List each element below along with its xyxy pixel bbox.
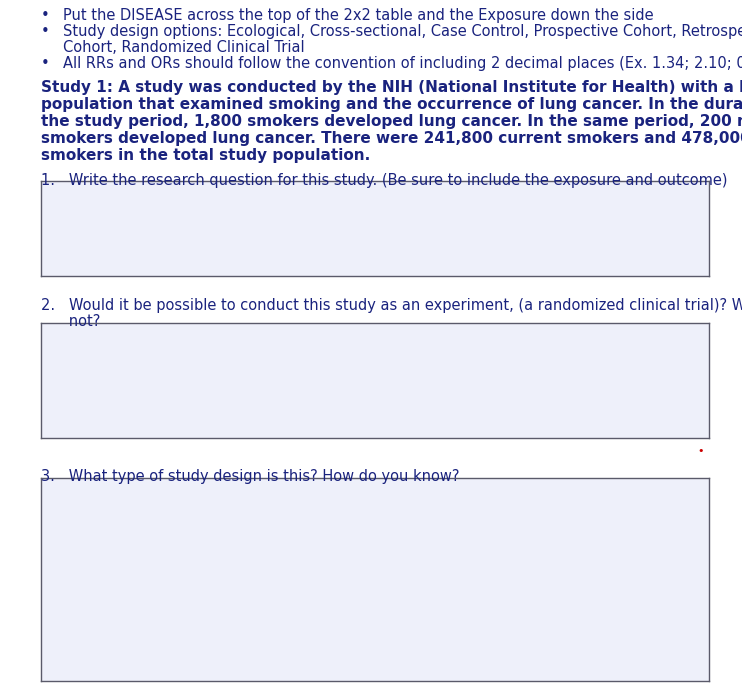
Text: smokers in the total study population.: smokers in the total study population. — [41, 148, 370, 163]
Text: not?: not? — [41, 314, 100, 329]
Text: 3.   What type of study design is this? How do you know?: 3. What type of study design is this? Ho… — [41, 469, 459, 484]
Text: •: • — [41, 24, 50, 39]
Text: 2.   Would it be possible to conduct this study as an experiment, (a randomized : 2. Would it be possible to conduct this … — [41, 299, 742, 314]
Text: Study design options: Ecological, Cross-sectional, Case Control, Prospective Coh: Study design options: Ecological, Cross-… — [63, 24, 742, 39]
Text: Cohort, Randomized Clinical Trial: Cohort, Randomized Clinical Trial — [63, 40, 305, 55]
Text: •: • — [697, 445, 704, 456]
Text: 1.   Write the research question for this study. (Be sure to include the exposur: 1. Write the research question for this … — [41, 173, 727, 188]
Text: •: • — [41, 56, 50, 71]
Text: the study period, 1,800 smokers developed lung cancer. In the same period, 200 n: the study period, 1,800 smokers develope… — [41, 114, 742, 129]
Text: Put the DISEASE across the top of the 2x2 table and the Exposure down the side: Put the DISEASE across the top of the 2x… — [63, 8, 654, 23]
Text: All RRs and ORs should follow the convention of including 2 decimal places (Ex. : All RRs and ORs should follow the conven… — [63, 56, 742, 71]
Text: •: • — [41, 8, 50, 23]
Text: Study 1: A study was conducted by the NIH (National Institute for Health) with a: Study 1: A study was conducted by the NI… — [41, 80, 742, 95]
Text: smokers developed lung cancer. There were 241,800 current smokers and 478,000 no: smokers developed lung cancer. There wer… — [41, 131, 742, 146]
Text: population that examined smoking and the occurrence of lung cancer. In the durat: population that examined smoking and the… — [41, 97, 742, 112]
